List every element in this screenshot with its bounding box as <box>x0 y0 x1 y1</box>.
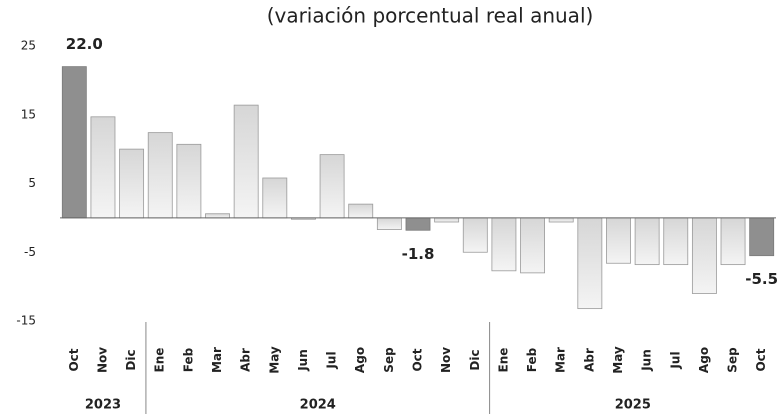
data-label: -1.8 <box>402 245 435 263</box>
bar <box>520 217 545 274</box>
bar <box>634 217 660 266</box>
x-tick-label: Dic <box>468 349 482 370</box>
bar <box>548 217 574 223</box>
bar <box>348 203 374 219</box>
chart-title: (variación porcentual real anual) <box>267 4 594 28</box>
x-tick-label: Abr <box>582 348 596 372</box>
x-tick-label: Feb <box>525 347 539 372</box>
x-tick-label: Abr <box>239 348 253 372</box>
bar <box>434 217 460 223</box>
x-tick-label: Oct <box>67 348 81 371</box>
bar <box>462 217 488 253</box>
x-tick-label: Jun <box>640 349 654 372</box>
data-label: 22.0 <box>66 35 103 53</box>
bar <box>205 213 230 219</box>
y-tick-label: 5 <box>28 176 36 190</box>
bar <box>749 217 775 257</box>
x-tick-label: Jun <box>296 349 310 372</box>
bar <box>491 217 517 272</box>
bar <box>233 104 259 219</box>
group-label: 2025 <box>615 398 651 413</box>
data-label: -5.5 <box>745 270 778 288</box>
y-tick-label: -15 <box>16 314 36 328</box>
x-tick-label: Nov <box>439 347 453 373</box>
bar <box>691 217 717 294</box>
bar <box>61 66 87 219</box>
group-label: 2024 <box>300 398 336 413</box>
x-tick-label: Dic <box>124 349 138 370</box>
y-tick-label: 15 <box>21 107 36 121</box>
group-label: 2023 <box>85 398 121 413</box>
x-tick-label: Ago <box>353 347 367 373</box>
x-tick-label: Oct <box>411 348 425 371</box>
bar <box>577 217 603 310</box>
bar <box>663 217 689 266</box>
bar <box>262 177 288 219</box>
x-tick-label: Ene <box>496 348 510 373</box>
bar <box>319 154 345 219</box>
x-tick-label: Feb <box>181 347 195 372</box>
bar <box>720 217 746 266</box>
x-tick-label: Jul <box>325 351 339 369</box>
y-tick-label: -5 <box>24 245 36 259</box>
bar <box>176 143 202 219</box>
bar <box>90 116 116 219</box>
x-tick-label: Mar <box>210 347 224 373</box>
x-tick-label: Jul <box>668 351 682 369</box>
bar <box>147 132 173 219</box>
bar <box>405 217 431 231</box>
x-tick-label: Sep <box>726 347 740 373</box>
x-tick-label: Sep <box>382 347 396 373</box>
x-tick-label: May <box>611 346 625 374</box>
x-tick-label: May <box>267 346 281 374</box>
bar <box>119 148 145 219</box>
x-tick-label: Ago <box>697 347 711 373</box>
bar <box>376 217 402 230</box>
x-tick-label: Nov <box>95 347 109 373</box>
y-tick-label: 25 <box>21 39 36 53</box>
x-tick-label: Oct <box>754 348 768 371</box>
x-tick-label: Mar <box>554 347 568 373</box>
x-tick-label: Ene <box>153 348 167 373</box>
bar <box>606 217 631 264</box>
